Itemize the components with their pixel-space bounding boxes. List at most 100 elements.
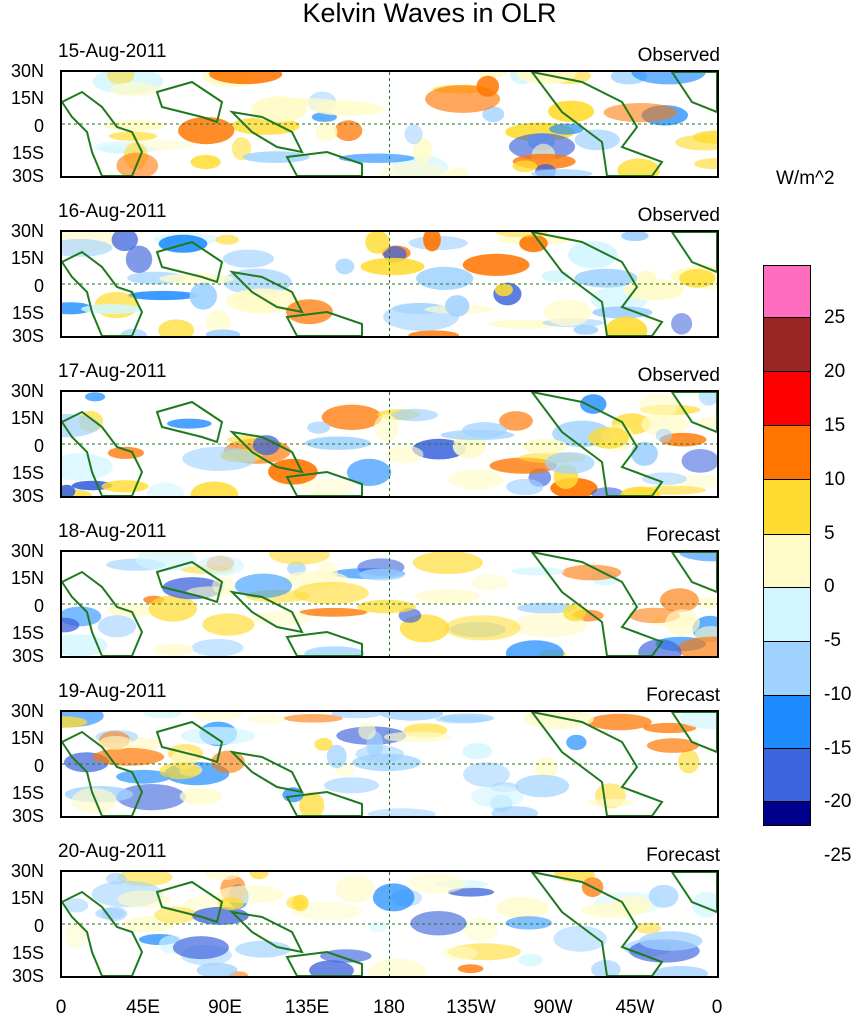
lat-label: 15N [10, 728, 44, 748]
anomaly-patch [442, 946, 478, 961]
olr-field [62, 552, 717, 656]
colorbar-box [764, 642, 810, 696]
map-panel-1: 15-Aug-2011 Observed 30N 15N 0 15S 30S [0, 41, 859, 205]
anomaly-patch [639, 931, 703, 951]
continent-outline [155, 400, 224, 444]
panel-date: 15-Aug-2011 [58, 41, 167, 62]
colorbar-label: -15 [824, 738, 852, 759]
anomaly-patch [153, 643, 194, 656]
lat-label: 15N [10, 88, 44, 108]
anomaly-patch [143, 712, 182, 719]
anomaly-patch [172, 936, 229, 960]
anomaly-patch [269, 552, 330, 565]
anomaly-patch [447, 887, 495, 897]
lon-label: 90E [208, 997, 242, 1018]
anomaly-patch [652, 965, 709, 976]
anomaly-patch [232, 290, 280, 313]
anomaly-patch [365, 232, 390, 254]
anomaly-patch [631, 441, 658, 466]
anomaly-patch [105, 872, 127, 885]
anomaly-patch [511, 567, 565, 576]
anomaly-patch [310, 99, 378, 116]
anomaly-patch [696, 417, 717, 427]
lat-label: 30N [10, 61, 44, 81]
map-panel-6: 20-Aug-2011 Forecast 30N 15N 0 15S 30S [0, 841, 859, 1005]
anomaly-patch [116, 784, 186, 811]
continent-outline [155, 80, 224, 124]
anomaly-patch [522, 438, 568, 454]
anomaly-patch [191, 639, 244, 656]
anomaly-patch [235, 940, 291, 958]
colorbar-label: 15 [824, 415, 846, 436]
map-panel-5: 19-Aug-2011 Forecast 30N 15N 0 15S 30S [0, 681, 859, 845]
anomaly-patch [553, 925, 607, 952]
anomaly-patch [360, 257, 425, 276]
anomaly-patch [65, 920, 87, 949]
anomaly-patch [512, 160, 538, 173]
anomaly-patch [326, 744, 347, 769]
anomaly-patch [407, 873, 466, 894]
anomaly-patch [249, 872, 269, 880]
olr-field [62, 712, 717, 816]
continent-outline [285, 470, 363, 496]
anomaly-patch [357, 599, 416, 614]
anomaly-patch [462, 253, 530, 276]
continent-outline [670, 712, 717, 754]
anomaly-patch [517, 602, 577, 614]
anomaly-patch [543, 299, 592, 326]
continent-outline [155, 240, 224, 284]
colorbar-box [764, 588, 810, 642]
lat-label: 15S [11, 623, 44, 643]
anomaly-patch [636, 270, 657, 288]
colorbar-label: 20 [824, 361, 846, 382]
anomaly-patch [574, 268, 638, 288]
anomaly-patch [346, 458, 392, 486]
anomaly-patch [449, 469, 504, 490]
continent-outline [229, 110, 304, 154]
colorbar-box [764, 266, 810, 318]
olr-field [62, 72, 717, 176]
continent-outline [670, 232, 717, 274]
anomaly-patch [109, 82, 159, 97]
lat-label: 30S [11, 486, 44, 506]
anomaly-patch [678, 749, 700, 774]
anomaly-patch [574, 129, 620, 151]
lat-label: 30N [10, 541, 44, 561]
anomaly-patch [412, 137, 432, 164]
anomaly-patch [573, 325, 599, 335]
anomaly-patch [549, 123, 584, 135]
anomaly-patch [505, 640, 564, 656]
anomaly-patch [605, 316, 648, 336]
anomaly-patch [182, 446, 257, 471]
anomaly-patch [591, 487, 624, 496]
anomaly-patch [671, 313, 693, 335]
anomaly-patch [495, 897, 549, 919]
anomaly-patch [463, 917, 498, 941]
anomaly-patch [62, 414, 101, 438]
anomaly-patch [548, 100, 595, 123]
anomaly-patch [146, 482, 184, 496]
continent-outline [530, 712, 664, 816]
map-panel-2: 16-Aug-2011 Observed 30N 15N 0 15S 30S [0, 201, 859, 365]
anomaly-patch [681, 449, 717, 473]
continent-outline [530, 872, 664, 976]
colorbar-box [764, 372, 810, 426]
anomaly-patch [587, 798, 635, 807]
panel-status: Forecast [646, 525, 720, 546]
anomaly-patch [544, 452, 595, 474]
anomaly-patch [284, 714, 343, 723]
lat-label: 15S [11, 463, 44, 483]
continent-outline [62, 890, 144, 976]
anomaly-patch [324, 777, 379, 794]
continent-outline [229, 270, 304, 314]
anomaly-patch [655, 428, 673, 443]
anomaly-patch [106, 72, 135, 85]
anomaly-patch [62, 716, 88, 728]
colorbar-label: -10 [824, 684, 852, 705]
anomaly-patch [217, 897, 244, 910]
continent-outline [62, 90, 144, 176]
anomaly-patch [611, 895, 653, 915]
anomaly-patch [212, 576, 236, 595]
anomaly-patch [643, 722, 697, 734]
continent-outline [670, 552, 717, 594]
